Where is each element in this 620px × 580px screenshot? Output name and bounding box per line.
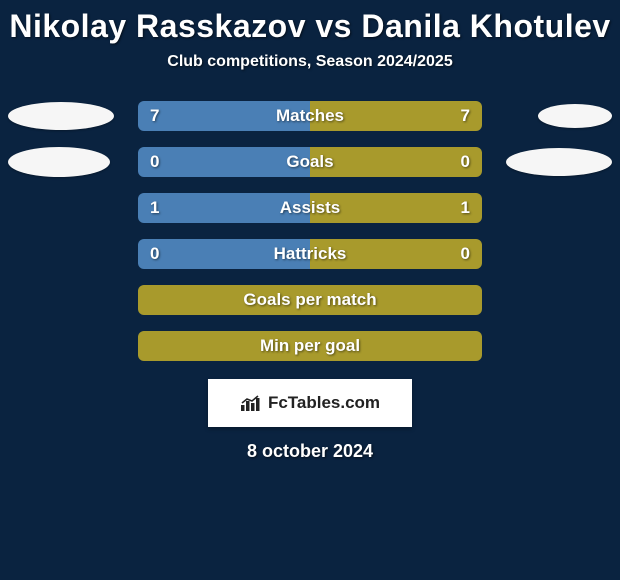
bar-segment-right — [310, 193, 482, 223]
logo-badge: FcTables.com — [208, 379, 412, 427]
stat-value-right: 0 — [461, 152, 470, 172]
date-label: 8 october 2024 — [247, 441, 373, 462]
subtitle: Club competitions, Season 2024/2025 — [167, 53, 452, 71]
stat-row: 0 Hattricks 0 — [0, 239, 620, 269]
bar-segment-left — [138, 239, 310, 269]
stat-bar: 0 Hattricks 0 — [138, 239, 482, 269]
chart-icon — [240, 394, 262, 412]
bar-segment-right — [310, 101, 482, 131]
bar-segment-left — [138, 193, 310, 223]
stat-row: Min per goal — [0, 331, 620, 361]
bar-segment-right — [138, 331, 482, 361]
stat-row: Goals per match — [0, 285, 620, 315]
player-marker-right — [538, 104, 612, 128]
stat-value-left: 0 — [150, 244, 159, 264]
stat-row: 0 Goals 0 — [0, 147, 620, 177]
player-marker-left — [8, 147, 110, 177]
stats-rows: 7 Matches 7 0 Goals 0 1 Assists — [0, 101, 620, 361]
stat-value-left: 0 — [150, 152, 159, 172]
comparison-card: Nikolay Rasskazov vs Danila Khotulev Clu… — [0, 0, 620, 580]
stat-row: 1 Assists 1 — [0, 193, 620, 223]
stat-value-right: 1 — [461, 198, 470, 218]
stat-value-left: 7 — [150, 106, 159, 126]
bar-segment-right — [138, 285, 482, 315]
logo-text: FcTables.com — [268, 393, 380, 413]
stat-value-right: 7 — [461, 106, 470, 126]
player-marker-right — [506, 148, 612, 176]
stat-bar: Min per goal — [138, 331, 482, 361]
stat-bar: 0 Goals 0 — [138, 147, 482, 177]
page-title: Nikolay Rasskazov vs Danila Khotulev — [9, 8, 610, 45]
bar-segment-right — [310, 239, 482, 269]
player-marker-left — [8, 102, 114, 130]
bar-segment-left — [138, 147, 310, 177]
stat-bar: Goals per match — [138, 285, 482, 315]
stat-row: 7 Matches 7 — [0, 101, 620, 131]
bar-segment-left — [138, 101, 310, 131]
stat-bar: 1 Assists 1 — [138, 193, 482, 223]
stat-value-right: 0 — [461, 244, 470, 264]
stat-value-left: 1 — [150, 198, 159, 218]
bar-segment-right — [310, 147, 482, 177]
stat-bar: 7 Matches 7 — [138, 101, 482, 131]
